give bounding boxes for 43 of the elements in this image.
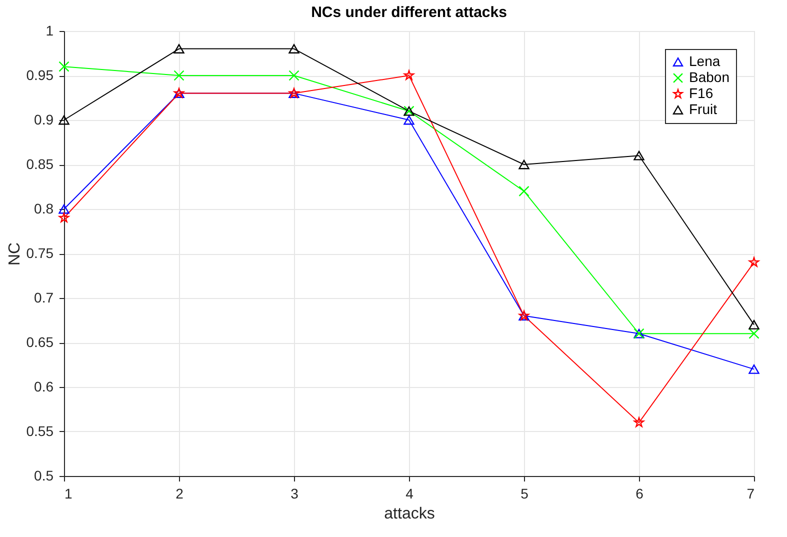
x-tick-label: 4 (406, 486, 414, 502)
point (748, 328, 760, 339)
point (518, 186, 530, 197)
legend-label: Fruit (689, 101, 718, 117)
x-tick-label: 5 (520, 486, 529, 502)
legend-label: F16 (689, 85, 714, 101)
legend-label: Babon (689, 69, 730, 85)
point (174, 70, 184, 81)
y-tick-label: 0.75 (26, 245, 54, 261)
y-axis-title: NC (6, 242, 24, 266)
x-tick-label: 6 (636, 486, 644, 502)
point (748, 320, 760, 330)
point (404, 70, 414, 80)
y-tick-label: 0.95 (26, 67, 54, 83)
point (748, 257, 760, 267)
point (58, 212, 70, 222)
point (288, 44, 300, 54)
point (404, 115, 414, 125)
y-tick-label: 0.65 (26, 334, 54, 350)
point (634, 150, 644, 160)
x-tick-label: 2 (176, 486, 184, 502)
point (288, 70, 300, 81)
x-axis-title: attacks (384, 506, 435, 522)
x-tick-label: 3 (290, 486, 299, 502)
point (58, 115, 70, 125)
y-tick-label: 0.8 (34, 200, 54, 216)
point (518, 160, 530, 170)
point (174, 44, 184, 54)
legend-label: Lena (689, 53, 720, 69)
point (58, 61, 70, 72)
y-tick-label: 0.7 (34, 290, 54, 306)
x-tick-label: 1 (64, 486, 72, 502)
y-tick-label: 0.55 (26, 423, 54, 439)
x-tick-label: 7 (746, 486, 755, 502)
point (748, 364, 760, 374)
y-tick-label: 0.85 (26, 156, 54, 172)
point (58, 204, 70, 214)
point (634, 417, 644, 428)
y-tick-label: 1 (46, 22, 54, 38)
chart-title: NCs under different attacks (311, 4, 507, 21)
y-tick-label: 0.9 (34, 112, 54, 128)
y-tick-label: 0.6 (34, 378, 54, 394)
y-tick-label: 0.5 (34, 468, 54, 484)
